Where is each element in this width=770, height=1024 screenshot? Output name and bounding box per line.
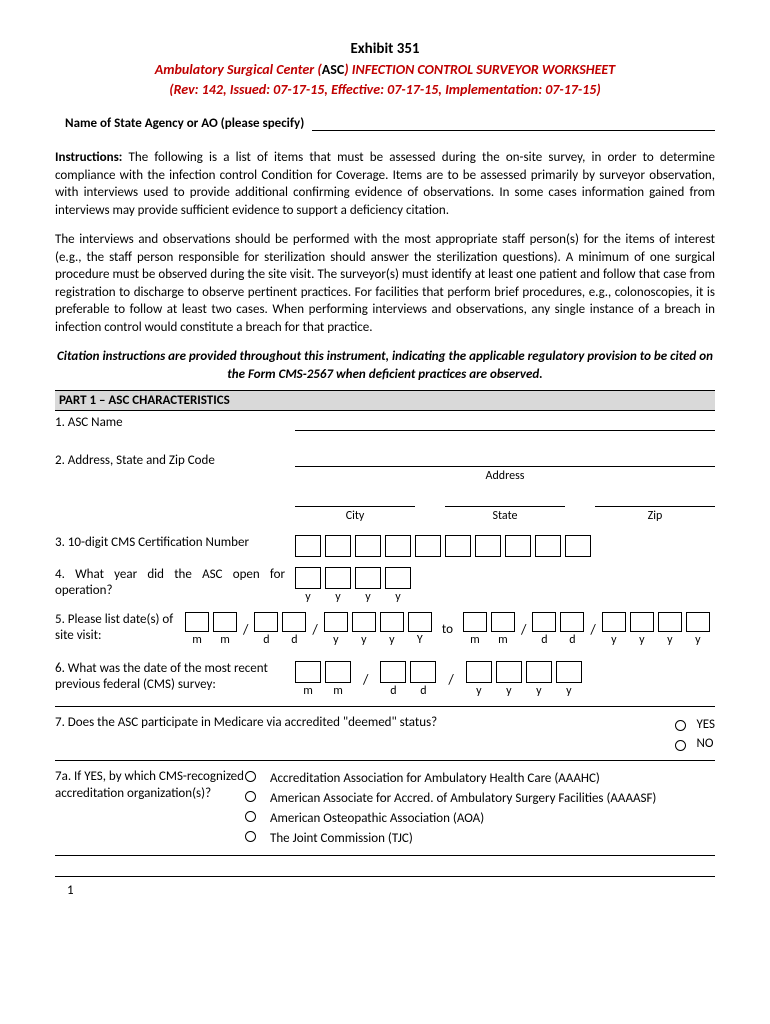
title-prefix: Ambulatory Surgical Center ( xyxy=(155,61,322,78)
q7a-options: Accreditation Association for Ambulatory… xyxy=(245,769,656,850)
q7-label: 7. Does the ASC participate in Medicare … xyxy=(55,715,645,730)
revision-line: (Rev: 142, Issued: 07-17-15, Effective: … xyxy=(55,81,715,98)
q3-boxes[interactable] xyxy=(295,535,715,557)
agency-label: Name of State Agency or AO (please speci… xyxy=(65,116,304,131)
separator-1 xyxy=(55,706,715,707)
q7a-label: 7a. If YES, by which CMS-recognized accr… xyxy=(55,769,245,850)
q6-label: 6. What was the date of the most recent … xyxy=(55,661,295,694)
q7-yes-radio[interactable] xyxy=(675,720,686,731)
doc-title: Ambulatory Surgical Center (ASC) INFECTI… xyxy=(55,61,715,78)
q5-label: 5. Please list date(s) of site visit: xyxy=(55,612,185,645)
q2-zip-line[interactable] xyxy=(595,493,715,507)
q2-label: 2. Address, State and Zip Code xyxy=(55,453,295,469)
q7-no-radio[interactable] xyxy=(675,740,686,751)
q4-row: 4. What year did the ASC open for operat… xyxy=(55,563,715,606)
part1-header: PART 1 – ASC CHARACTERISTICS xyxy=(55,390,715,411)
title-suffix: ) INFECTION CONTROL SURVEYOR WORKSHEET xyxy=(344,61,615,78)
q5-date-seq[interactable]: mm / dd / yyyY to mm / dd / yyyy xyxy=(185,612,715,647)
q4-boxes[interactable] xyxy=(295,567,715,589)
q5-to: to xyxy=(436,622,459,637)
q3-label: 3. 10-digit CMS Certification Number xyxy=(55,535,295,551)
exhibit-number: Exhibit 351 xyxy=(55,40,715,58)
q7a-opt1-radio[interactable] xyxy=(245,771,256,782)
q7a-opt2-label: American Associate for Accred. of Ambula… xyxy=(270,789,656,809)
q4-sublabels: yyyy xyxy=(295,590,715,604)
q6-row: 6. What was the date of the most recent … xyxy=(55,657,715,700)
q7-no-label: NO xyxy=(696,734,713,754)
q2-row: 2. Address, State and Zip Code Address C… xyxy=(55,449,715,525)
separator-3 xyxy=(55,855,715,856)
instructions-lead: Instructions: xyxy=(55,150,122,165)
q2-address-line[interactable] xyxy=(295,453,715,467)
q7a-opt3-radio[interactable] xyxy=(245,811,256,822)
q7-yes-label: YES xyxy=(696,715,715,735)
separator-2 xyxy=(55,760,715,761)
agency-field-row: Name of State Agency or AO (please speci… xyxy=(65,116,715,131)
instructions-p1: Instructions: The following is a list of… xyxy=(55,149,715,219)
q3-row: 3. 10-digit CMS Certification Number xyxy=(55,531,715,559)
q2-state-line[interactable] xyxy=(445,493,565,507)
q1-label: 1. ASC Name xyxy=(55,415,295,431)
citation-note: Citation instructions are provided throu… xyxy=(55,348,715,383)
instructions-p2: The interviews and observations should b… xyxy=(55,231,715,336)
q4-label: 4. What year did the ASC open for operat… xyxy=(55,567,295,600)
q2-city-caption: City xyxy=(295,507,415,523)
q7a-opt4-radio[interactable] xyxy=(245,831,256,842)
q7a-opt1-label: Accreditation Association for Ambulatory… xyxy=(270,769,600,789)
q6-date-seq[interactable]: mm / dd / yyyy xyxy=(295,661,715,698)
q2-address-caption: Address xyxy=(295,467,715,483)
q2-city-line[interactable] xyxy=(295,493,415,507)
title-asc: ASC xyxy=(322,61,345,78)
q7a-opt3-label: American Osteopathic Association (AOA) xyxy=(270,809,484,829)
q2-state-caption: State xyxy=(445,507,565,523)
q7a-row: 7a. If YES, by which CMS-recognized accr… xyxy=(55,765,715,850)
q5-row: 5. Please list date(s) of site visit: mm… xyxy=(55,608,715,649)
instructions-p1-text: The following is a list of items that mu… xyxy=(55,150,715,218)
q1-row: 1. ASC Name xyxy=(55,411,715,433)
q1-input-line[interactable] xyxy=(295,415,715,431)
q7-row: 7. Does the ASC participate in Medicare … xyxy=(55,711,715,754)
q7a-opt4-label: The Joint Commission (TJC) xyxy=(270,829,413,849)
q7-options: YES NO xyxy=(675,715,715,754)
q7a-opt2-radio[interactable] xyxy=(245,791,256,802)
q2-zip-caption: Zip xyxy=(595,507,715,523)
agency-input-line[interactable] xyxy=(312,117,715,131)
page-number: 1 xyxy=(55,877,715,898)
